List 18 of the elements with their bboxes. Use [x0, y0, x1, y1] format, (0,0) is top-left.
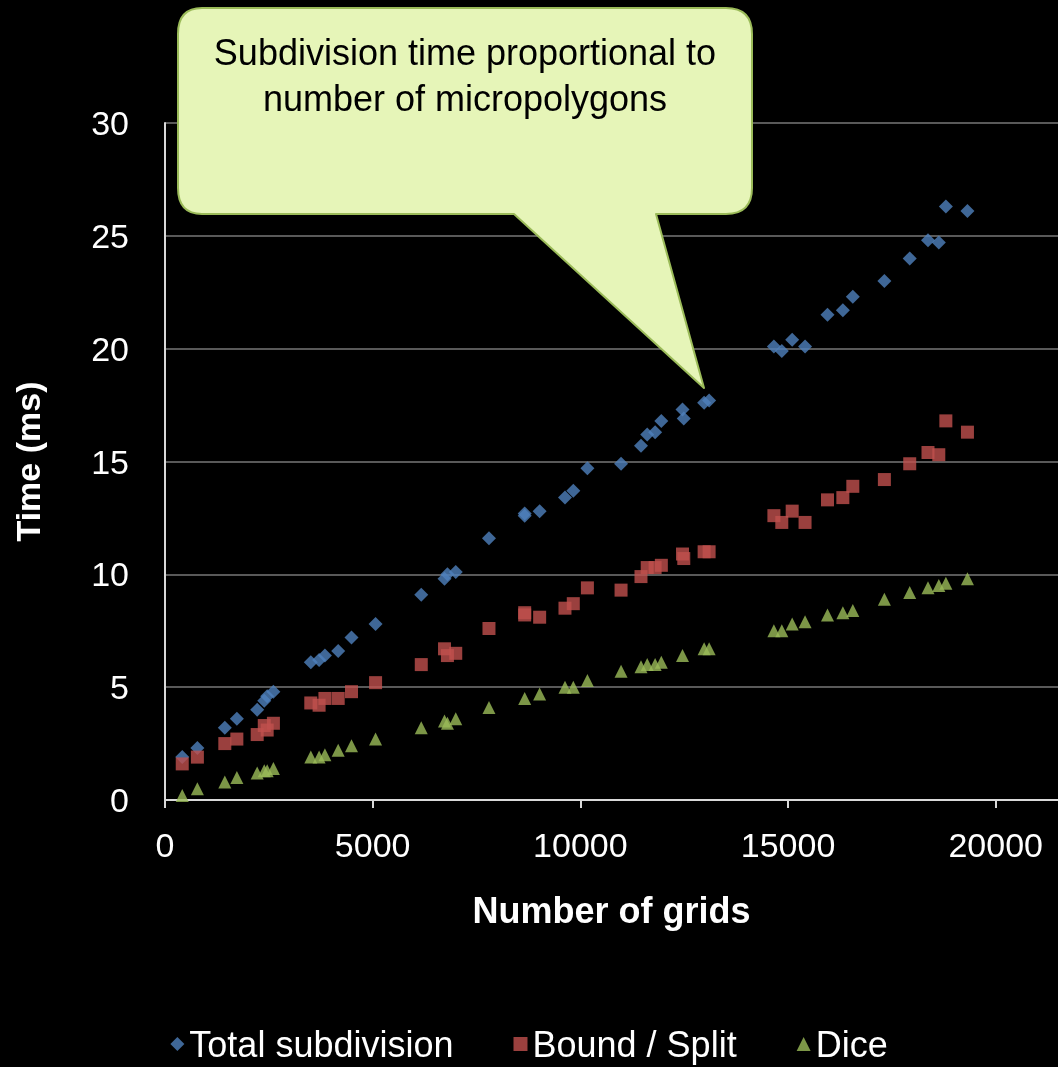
y-tick-label: 0 — [110, 781, 129, 819]
y-axis-title: Time (ms) — [9, 381, 47, 542]
y-tick-label: 10 — [91, 555, 129, 594]
legend-label: Bound / Split — [532, 1023, 737, 1065]
x-tick-label: 10000 — [533, 826, 628, 864]
x-tick-label: 20000 — [948, 826, 1043, 864]
legend-label: Total subdivision — [189, 1023, 454, 1065]
text: Subdivision time proportional to number of micropolygons — [212, 31, 718, 121]
x-tick-label: 0 — [155, 826, 175, 864]
y-tick-label: 25 — [91, 216, 129, 255]
x-tick-label: 15000 — [740, 826, 836, 864]
y-tick-label: 20 — [91, 329, 129, 368]
y-tick-label: 15 — [91, 442, 129, 481]
y-tick-label: 30 — [91, 104, 129, 142]
x-tick-label: 5000 — [334, 826, 411, 864]
legend-label: Dice — [815, 1023, 888, 1065]
y-tick-label: 5 — [110, 668, 129, 707]
x-axis-title: Number of grids — [472, 889, 751, 931]
